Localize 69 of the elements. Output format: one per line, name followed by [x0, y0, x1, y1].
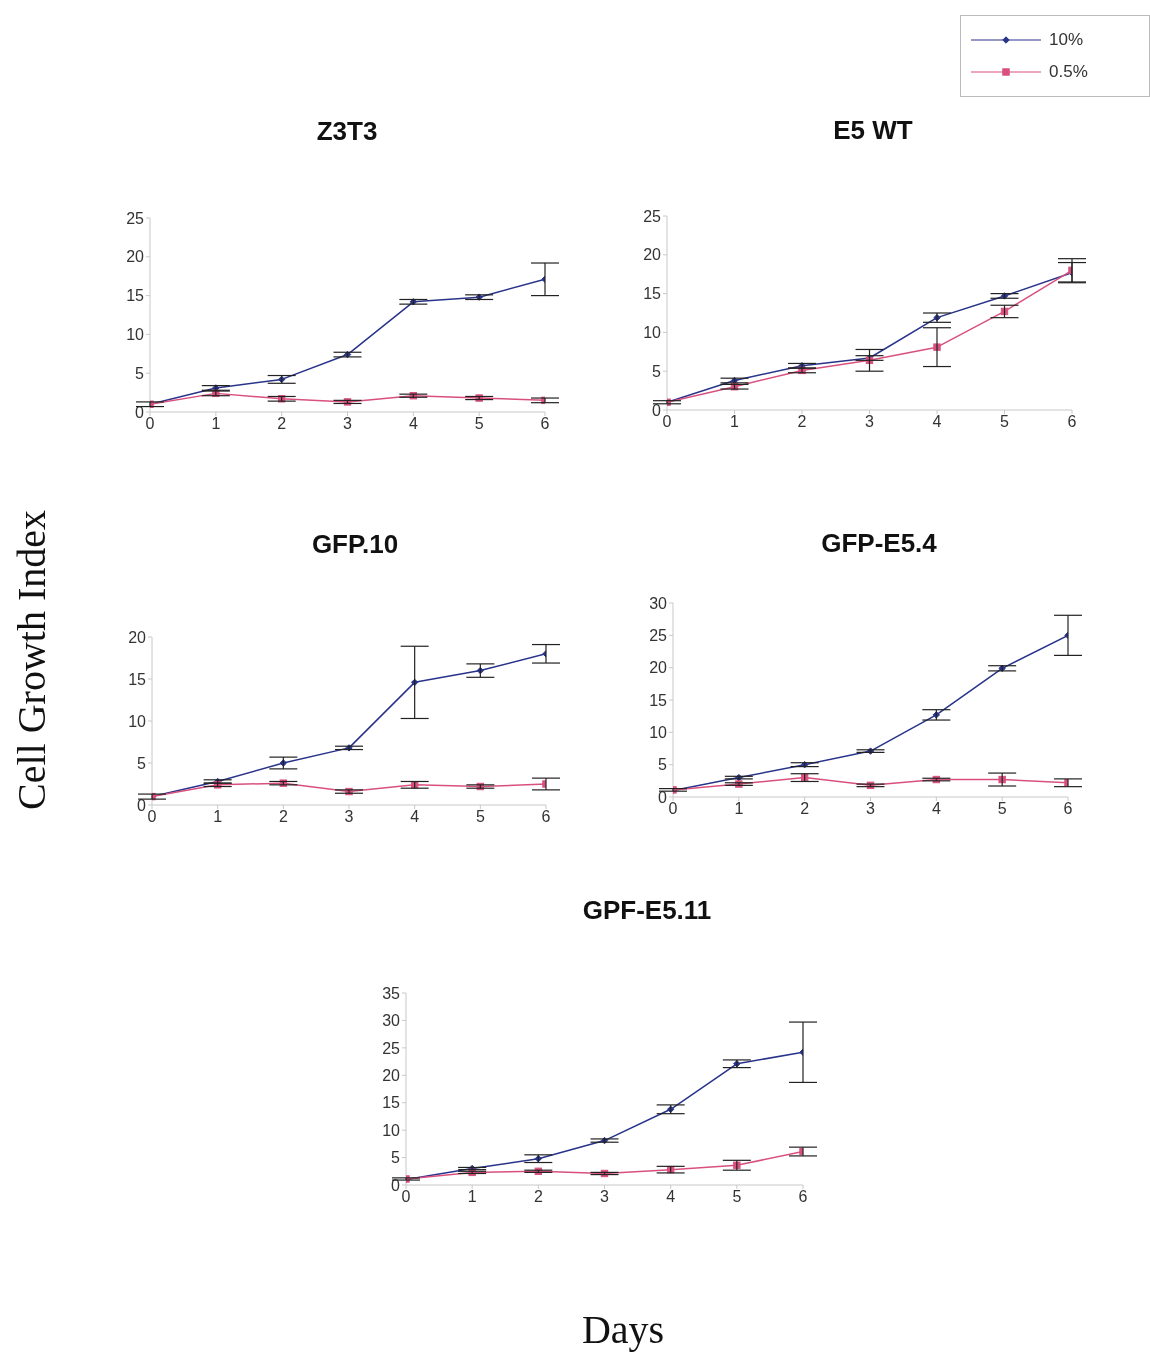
y-tick-label: 15 [649, 691, 668, 709]
x-tick-label: 3 [866, 800, 876, 818]
x-tick-label: 5 [1000, 413, 1010, 431]
y-tick-label: 20 [382, 1066, 401, 1084]
y-tick-label: 20 [126, 248, 145, 266]
y-tick-label: 5 [652, 362, 662, 380]
y-tick-label: 20 [128, 628, 147, 646]
x-tick-label: 5 [474, 415, 484, 433]
x-tick-label: 3 [343, 415, 353, 433]
y-tick-label: 0 [652, 401, 662, 419]
y-tick-label: 15 [643, 285, 662, 303]
y-tick-label: 5 [135, 364, 145, 382]
x-tick-label: 6 [1067, 413, 1077, 431]
x-tick-label: 6 [541, 808, 551, 826]
x-tick-label: 4 [932, 413, 942, 431]
y-tick-label: 25 [382, 1039, 401, 1057]
y-tick-label: 20 [649, 659, 668, 677]
x-tick-label: 2 [797, 413, 807, 431]
x-tick-label: 1 [734, 800, 744, 818]
legend-label: 10% [1049, 30, 1084, 50]
x-tick-label: 2 [800, 800, 810, 818]
x-tick-label: 1 [467, 1188, 477, 1206]
y-axis-title: Cell Growth Index [8, 509, 55, 812]
x-tick-label: 5 [475, 808, 485, 826]
chart-title: Z3T3 [315, 116, 379, 147]
y-tick-label: 15 [126, 287, 145, 305]
x-tick-label: 2 [278, 808, 288, 826]
chart-title: GFP.10 [310, 529, 400, 560]
legend-label: 0.5% [1049, 62, 1088, 82]
y-tick-label: 30 [382, 1012, 401, 1030]
y-tick-label: 10 [649, 724, 668, 742]
x-tick-label: 4 [931, 800, 941, 818]
y-tick-label: 15 [128, 670, 147, 688]
y-tick-label: 5 [391, 1149, 401, 1167]
x-tick-label: 4 [408, 415, 418, 433]
y-tick-label: 0 [391, 1176, 401, 1194]
y-tick-label: 10 [382, 1121, 401, 1139]
y-tick-label: 0 [658, 788, 668, 806]
y-tick-label: 25 [643, 207, 662, 225]
y-tick-label: 25 [649, 627, 668, 645]
x-tick-label: 6 [1063, 800, 1073, 818]
x-tick-label: 6 [798, 1188, 808, 1206]
y-tick-label: 5 [137, 754, 147, 772]
x-tick-label: 4 [666, 1188, 676, 1206]
x-tick-label: 2 [533, 1188, 543, 1206]
x-tick-label: 3 [344, 808, 354, 826]
x-tick-label: 3 [600, 1188, 610, 1206]
chart-title: E5 WT [832, 115, 914, 146]
chart-title: GPF-E5.11 [581, 895, 713, 926]
x-axis-title: Days [580, 1306, 666, 1354]
x-tick-label: 2 [277, 415, 287, 433]
x-tick-label: 6 [540, 415, 550, 433]
x-tick-label: 4 [410, 808, 420, 826]
y-tick-label: 30 [649, 594, 668, 612]
y-tick-label: 10 [643, 324, 662, 342]
y-tick-label: 35 [382, 984, 401, 1002]
x-tick-label: 1 [213, 808, 223, 826]
y-tick-label: 5 [658, 756, 668, 774]
x-tick-label: 5 [997, 800, 1007, 818]
x-tick-label: 1 [730, 413, 740, 431]
y-tick-label: 20 [643, 246, 662, 264]
y-tick-label: 10 [126, 326, 145, 344]
x-tick-label: 5 [732, 1188, 742, 1206]
y-tick-label: 25 [126, 209, 145, 227]
y-tick-label: 15 [382, 1094, 401, 1112]
chart-title: GFP-E5.4 [820, 528, 938, 559]
x-tick-label: 3 [865, 413, 875, 431]
y-tick-label: 10 [128, 712, 147, 730]
x-tick-label: 1 [211, 415, 221, 433]
